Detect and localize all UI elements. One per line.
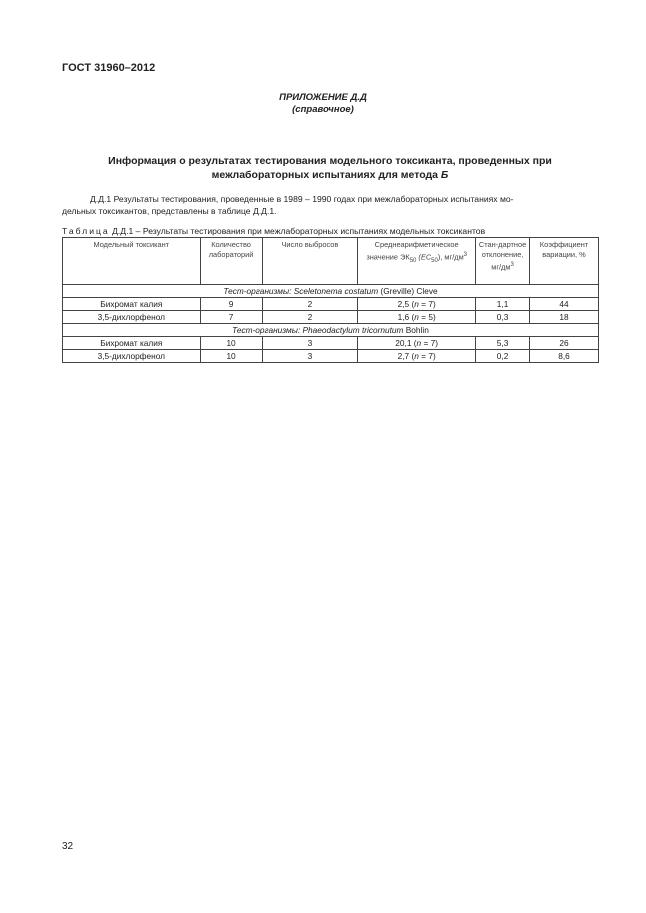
results-table: Модельный токсикант Количество лаборатор…: [62, 237, 599, 363]
table-caption: Таблица Д.Д.1 – Результаты тестирования …: [62, 226, 485, 236]
cell-sd: 0,3: [475, 310, 531, 324]
header-sd: Стан-дартное отклонение, мг/дм3: [475, 237, 531, 285]
species-author: Bohlin: [403, 325, 429, 335]
n-value: 7: [430, 338, 436, 348]
cell-outliers: 2: [261, 297, 359, 311]
table-row: 3,5-дихлорфенол 10 3 2,7 (n = 7) 0,2 8,6: [62, 349, 599, 363]
cell-toxicant: 3,5-дихлорфенол: [62, 349, 201, 363]
n-symbol: n: [414, 312, 419, 322]
section-title-line1: Информация о результатах тестирования мо…: [108, 155, 552, 167]
n-value: 7: [428, 351, 433, 361]
cell-toxicant: Бихромат калия: [62, 336, 201, 350]
method-letter: Б: [440, 169, 449, 181]
mean-value: 1,6: [397, 312, 410, 322]
group-label: Тест-организмы: Phaeodactylum tricornutu…: [62, 323, 599, 337]
h: Стан-дартное отклонение, мг/дм: [478, 240, 527, 272]
title-text: межлабораторных испытаниях для метода: [211, 169, 441, 181]
table-row: 3,5-дихлорфенол 7 2 1,6 (n = 5) 0,3 18: [62, 310, 599, 324]
page-number: 32: [62, 841, 74, 852]
header-toxicant: Модельный токсикант: [62, 237, 201, 285]
h: Среднеарифметическое значение ЭК: [366, 240, 459, 262]
group-row: Тест-организмы: Sceletonema costatum (Gr…: [62, 284, 599, 298]
mean-value: 2,5: [397, 299, 410, 309]
cell-labs: 10: [199, 349, 263, 363]
caption-text: Д.Д.1 – Результаты тестирования при межл…: [109, 226, 486, 236]
species-name: Sceletonema costatum: [293, 286, 379, 296]
cell-toxicant: Бихромат калия: [62, 297, 201, 311]
cell-mean: 2,7 (n = 7): [357, 349, 477, 363]
cell-outliers: 3: [261, 336, 359, 350]
caption-label: Таблица: [62, 226, 110, 236]
header-mean: Среднеарифметическое значение ЭК50 (EC50…: [357, 237, 477, 285]
cell-sd: 5,3: [475, 336, 531, 350]
header-outliers: Число выбросов: [261, 237, 359, 285]
cell-toxicant: 3,5-дихлорфенол: [62, 310, 201, 324]
cell-labs: 7: [199, 310, 263, 324]
cell-cv: 44: [529, 297, 599, 311]
paragraph-line2: дельных токсикантов, представлены в табл…: [62, 206, 277, 216]
appendix-heading: ПРИЛОЖЕНИЕ Д.Д (справочное): [0, 92, 646, 116]
species-author: (Greville) Cleve: [378, 286, 438, 296]
cell-mean: 2,5 (n = 7): [357, 297, 477, 311]
paragraph-line1: Д.Д.1 Результаты тестирования, проведенн…: [90, 194, 514, 204]
group-prefix: Тест-организмы:: [223, 286, 294, 296]
appendix-note: (справочное): [292, 104, 354, 115]
appendix-title: ПРИЛОЖЕНИЕ Д.Д: [279, 92, 367, 103]
n-symbol: n: [416, 338, 422, 348]
document-code: ГОСТ 31960–2012: [62, 62, 156, 74]
group-prefix: Тест-организмы:: [232, 325, 303, 335]
h: 50: [431, 257, 438, 264]
paragraph: Д.Д.1 Результаты тестирования, проведенн…: [62, 193, 598, 217]
n-value: 7: [428, 299, 433, 309]
header-labs: Количество лабораторий: [199, 237, 263, 285]
h: 3: [463, 252, 467, 258]
n-value: 5: [428, 312, 433, 322]
section-title: Информация о результатах тестирования мо…: [62, 154, 598, 182]
cell-outliers: 2: [261, 310, 359, 324]
cell-outliers: 3: [261, 349, 359, 363]
section-title-line2: межлабораторных испытаниях для метода Б: [62, 168, 598, 182]
cell-cv: 8,6: [529, 349, 599, 363]
cell-cv: 18: [529, 310, 599, 324]
table-row: Бихромат калия 10 3 20,1 (n = 7) 5,3 26: [62, 336, 599, 350]
cell-labs: 9: [199, 297, 263, 311]
h: 50: [409, 257, 417, 264]
header-cv: Коэффициент вариации, %: [529, 237, 599, 285]
table-row: Бихромат калия 9 2 2,5 (n = 7) 1,1 44: [62, 297, 599, 311]
h: 3: [510, 262, 514, 268]
n-symbol: n: [414, 351, 419, 361]
mean-value: 2,7: [397, 351, 410, 361]
cell-mean: 1,6 (n = 5): [357, 310, 477, 324]
cell-cv: 26: [529, 336, 599, 350]
cell-sd: 1,1: [475, 297, 531, 311]
cell-mean: 20,1 (n = 7): [357, 336, 477, 350]
h: (EC: [416, 252, 432, 262]
h: ), мг/дм: [437, 252, 464, 262]
mean-value: 20,1: [395, 338, 412, 348]
cell-labs: 10: [199, 336, 263, 350]
group-label: Тест-организмы: Sceletonema costatum (Gr…: [62, 284, 599, 298]
cell-sd: 0,2: [475, 349, 531, 363]
table-header-row: Модельный токсикант Количество лаборатор…: [62, 237, 599, 285]
n-symbol: n: [414, 299, 419, 309]
group-row: Тест-организмы: Phaeodactylum tricornutu…: [62, 323, 599, 337]
species-name: Phaeodactylum tricornutum: [302, 325, 404, 335]
